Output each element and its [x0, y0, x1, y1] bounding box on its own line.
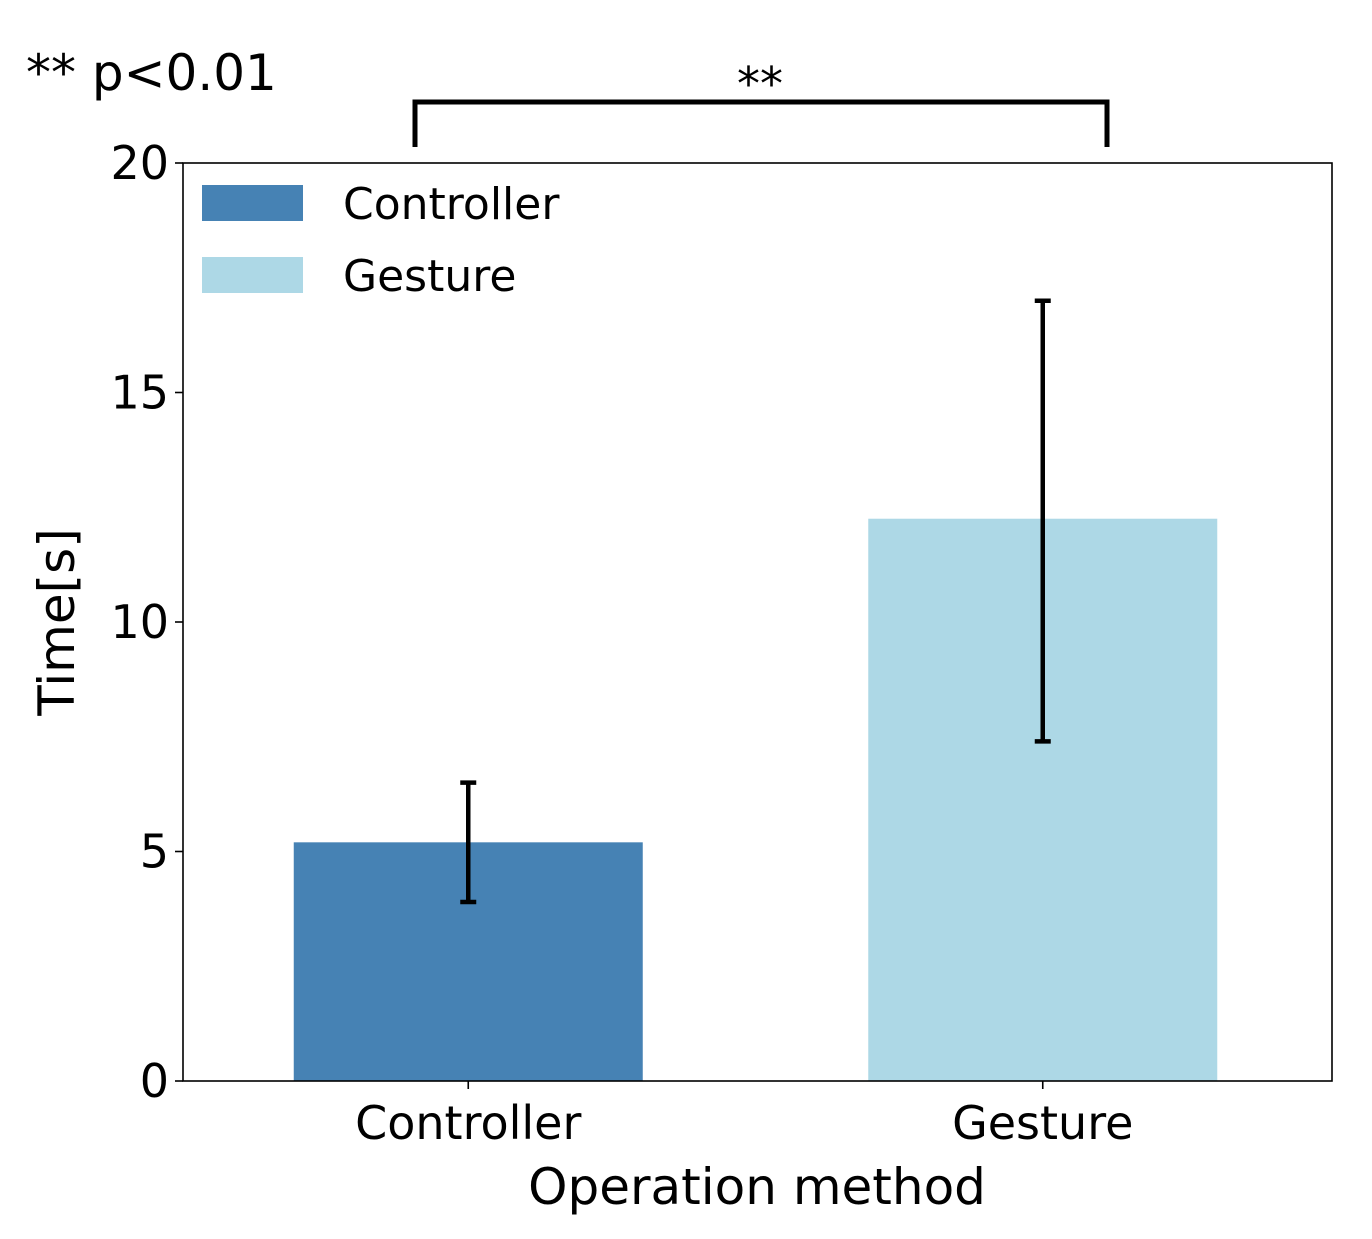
y-tick-label-20: 20 — [110, 136, 169, 190]
significance-note: ** p<0.01 — [26, 44, 277, 102]
plot-frame — [182, 162, 1333, 1082]
y-axis: 0 5 10 15 20 — [110, 136, 183, 1108]
legend-label-gesture: Gesture — [343, 251, 516, 302]
y-tick-label-15: 15 — [110, 366, 169, 420]
significance-bracket — [412, 99, 1110, 147]
significance-mark: ** — [737, 57, 783, 111]
legend-swatch-controller — [202, 185, 303, 221]
x-axis: Controller Gesture — [355, 1081, 1133, 1150]
legend-swatch-gesture — [202, 257, 303, 293]
legend-label-controller: Controller — [343, 179, 560, 230]
error-bars-group — [460, 298, 1051, 905]
x-axis-title: Operation method — [528, 1158, 986, 1216]
y-tick-label-10: 10 — [110, 595, 169, 649]
legend: Controller Gesture — [202, 179, 560, 302]
y-tick-label-0: 0 — [140, 1054, 169, 1108]
y-tick-label-5: 5 — [140, 825, 169, 879]
bars-group — [293, 518, 1218, 1081]
y-axis-title: Time[s] — [28, 528, 86, 716]
x-tick-label-controller: Controller — [355, 1096, 581, 1150]
x-tick-label-gesture: Gesture — [952, 1096, 1133, 1150]
